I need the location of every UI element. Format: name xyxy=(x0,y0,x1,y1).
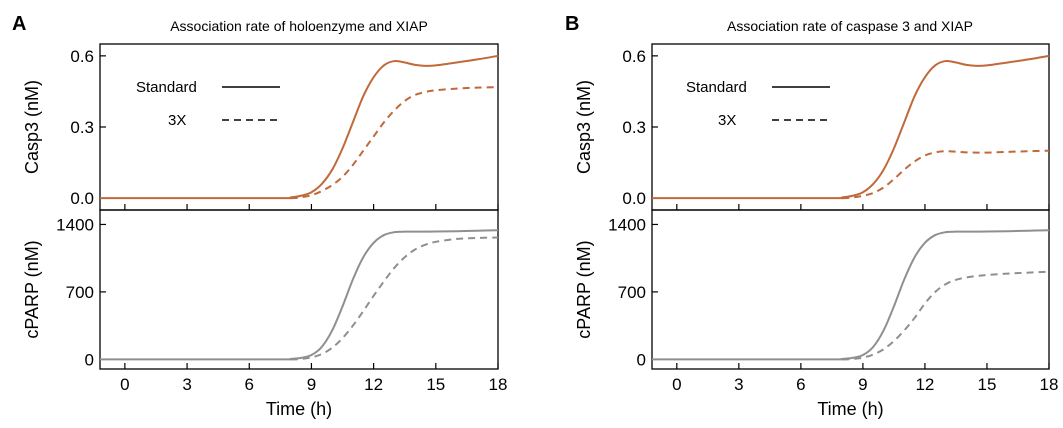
series-line-3x xyxy=(842,149,1050,200)
x-tick-label: 3 xyxy=(182,375,191,394)
x-tick-label: 12 xyxy=(915,375,934,394)
y-tick-label: 0 xyxy=(85,350,94,369)
subplot-cparp: 0 700 1400 cPARP (nM) xyxy=(22,209,499,370)
y-tick-label: 0.0 xyxy=(70,189,94,208)
x-tick-label: 6 xyxy=(796,375,805,394)
x-tick-label: 0 xyxy=(672,375,681,394)
series-line-standard xyxy=(99,54,499,200)
x-tick-label: 15 xyxy=(426,375,445,394)
y-axis-label: Casp3 (nM) xyxy=(574,80,594,174)
y-tick-label: 1400 xyxy=(56,215,94,234)
panel-letter: A xyxy=(12,13,26,35)
legend: Standard 3X xyxy=(686,79,830,129)
series-line-3x xyxy=(290,86,499,200)
y-tick-label: 1400 xyxy=(608,215,646,234)
x-tick-label: 12 xyxy=(364,375,383,394)
y-axis-label: Casp3 (nM) xyxy=(22,80,42,174)
panel-title: Association rate of caspase 3 and XIAP xyxy=(727,18,973,34)
y-axis-label: cPARP (nM) xyxy=(574,240,594,338)
y-tick-label: 700 xyxy=(66,283,94,302)
y-axis-label: cPARP (nM) xyxy=(22,240,42,338)
series-line-3x xyxy=(842,270,1050,361)
x-tick-label: 9 xyxy=(307,375,316,394)
series-line-standard xyxy=(651,229,1050,361)
series-line-standard xyxy=(99,229,499,361)
legend-label: 3X xyxy=(718,112,736,129)
legend: Standard 3X xyxy=(136,79,280,129)
panel-letter: B xyxy=(565,13,579,35)
panel-b: B Association rate of caspase 3 and XIAP 0… xyxy=(565,13,1058,419)
plot-frame xyxy=(99,43,499,211)
plot-frame xyxy=(651,43,1050,211)
series-line-3x xyxy=(290,236,499,361)
x-axis-label: Time (h) xyxy=(266,399,332,419)
y-tick-label: 0.3 xyxy=(70,118,94,137)
plot-frame xyxy=(651,209,1050,370)
subplot-cparp: 0 700 1400 cPARP (nM) xyxy=(574,209,1050,370)
x-tick-label: 15 xyxy=(978,375,997,394)
y-tick-label: 0.6 xyxy=(622,47,646,66)
panel-a: A Association rate of holoenzyme and XIAP… xyxy=(12,13,507,419)
plot-frame xyxy=(99,209,499,370)
y-tick-label: 0.3 xyxy=(622,118,646,137)
x-tick-label: 9 xyxy=(858,375,867,394)
legend-label: Standard xyxy=(136,79,197,96)
legend-label: Standard xyxy=(686,79,747,96)
x-tick-label: 18 xyxy=(489,375,508,394)
x-axis-label: Time (h) xyxy=(817,399,883,419)
y-tick-label: 0.6 xyxy=(70,47,94,66)
panel-title: Association rate of holoenzyme and XIAP xyxy=(170,18,428,34)
x-tick-label: 6 xyxy=(245,375,254,394)
y-tick-label: 0 xyxy=(637,350,646,369)
x-tick-label: 0 xyxy=(120,375,129,394)
y-tick-label: 0.0 xyxy=(622,189,646,208)
series-line-standard xyxy=(651,54,1050,200)
x-tick-label: 18 xyxy=(1040,375,1059,394)
x-tick-label: 3 xyxy=(734,375,743,394)
subplot-casp3: 0.0 0.3 0.6 Casp3 (nM) xyxy=(574,43,1050,211)
subplot-casp3: 0.0 0.3 0.6 Casp3 (nM) xyxy=(22,43,499,211)
y-tick-label: 700 xyxy=(618,283,646,302)
legend-label: 3X xyxy=(168,112,186,129)
